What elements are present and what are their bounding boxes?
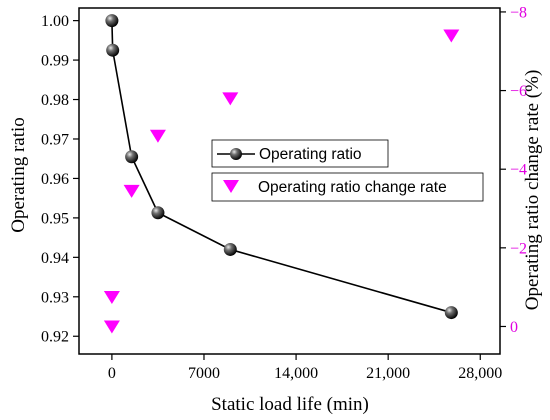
right-y-tick-label: −4: [510, 162, 527, 179]
plot-frame: [78, 7, 501, 355]
operating-ratio-point: [106, 43, 120, 57]
operating-ratio-point: [223, 242, 237, 256]
left-y-tick-label: 0.95: [41, 210, 69, 227]
left-y-tick-label: 0.96: [41, 171, 69, 188]
left-y-tick-label: 1.00: [41, 13, 69, 30]
change-rate-point: [123, 184, 140, 198]
left-y-tick-label: 0.93: [41, 289, 69, 306]
operating-ratio-point: [125, 150, 139, 164]
x-tick-label: 0: [108, 365, 116, 382]
x-axis-ticks: 0 7000 14,000 21,000 28,000: [108, 354, 502, 382]
x-tick-label: 28,000: [458, 365, 502, 382]
right-y-tick-label: −2: [510, 240, 527, 257]
left-y-tick-label: 0.94: [41, 250, 69, 267]
legend-label-change-rate: Operating ratio change rate: [258, 179, 447, 196]
x-tick-label: 21,000: [366, 365, 410, 382]
operating-ratio-point: [444, 306, 458, 320]
change-rate-point: [443, 29, 460, 43]
legend: Operating ratio Operating ratio change r…: [211, 139, 484, 202]
left-y-tick-label: 0.98: [41, 92, 69, 109]
left-y-tick-label: 0.92: [41, 329, 69, 346]
change-rate-point: [149, 129, 166, 143]
left-y-axis-title: Operating ratio: [8, 117, 29, 233]
legend-sphere-marker: [230, 148, 242, 160]
change-rate-series: [103, 29, 460, 334]
right-y-tick-label: −8: [510, 4, 527, 21]
x-axis-title: Static load life (min): [211, 394, 369, 415]
right-y-tick-label: −6: [510, 83, 527, 100]
left-y-tick-label: 0.99: [41, 53, 69, 70]
x-tick-label: 14,000: [274, 365, 318, 382]
legend-triangle-marker: [223, 180, 239, 193]
operating-ratio-point: [151, 206, 165, 220]
right-y-axis-title: Operating ratio change rate (%): [522, 70, 543, 311]
change-rate-point: [222, 92, 239, 106]
left-y-tick-label: 0.97: [41, 131, 69, 148]
operating-ratio-point: [105, 14, 119, 28]
right-y-axis-ticks: 0 −2 −4 −6 −8: [500, 4, 527, 336]
change-rate-point: [103, 320, 120, 334]
legend-label-operating-ratio: Operating ratio: [259, 146, 362, 163]
x-tick-label: 7000: [188, 365, 220, 382]
left-y-axis-ticks: 0.92 0.93 0.94 0.95 0.96 0.97 0.98 0.99 1.00: [41, 13, 79, 346]
right-y-tick-label: 0: [510, 319, 518, 336]
change-rate-point: [103, 290, 120, 304]
operating-ratio-series: [105, 14, 458, 320]
legend-box-2: [211, 172, 484, 202]
